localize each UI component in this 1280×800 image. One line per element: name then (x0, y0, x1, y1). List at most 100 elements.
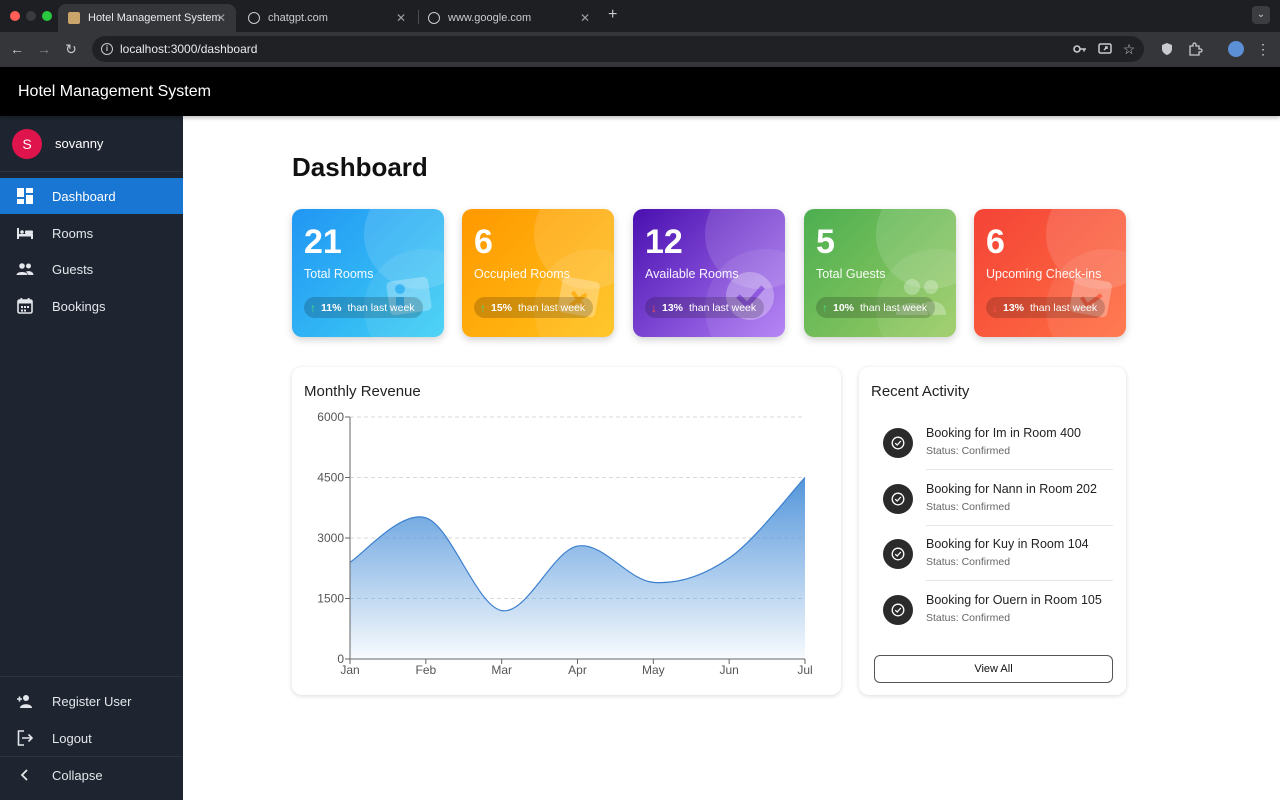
stat-label: Available Rooms (645, 267, 739, 281)
address-url: localhost:3000/dashboard (120, 42, 258, 56)
sidebar-item-collapse[interactable]: Collapse (0, 757, 183, 793)
arrow-down-icon: ↓ (651, 300, 657, 315)
logout-icon (17, 730, 34, 746)
sidebar-item-label: Collapse (52, 767, 103, 783)
tab-close-icon[interactable]: ✕ (395, 11, 406, 25)
user-profile[interactable]: S sovanny (0, 116, 183, 172)
globe-icon (428, 12, 440, 24)
window-zoom-dot[interactable] (42, 11, 52, 21)
more-menu-icon[interactable]: ⋮ (1256, 41, 1270, 57)
trend-badge: ↓ 13% than last week (986, 297, 1106, 318)
stat-label: Total Guests (816, 267, 886, 281)
bookmark-star-icon[interactable]: ☆ (1122, 41, 1136, 57)
activity-status: Status: Confirmed (926, 612, 1011, 624)
trend-percent: 13% (1003, 301, 1025, 314)
check-circle-icon (726, 272, 774, 320)
trend-badge: ↑ 15% than last week (474, 297, 594, 318)
list-item[interactable]: Booking for Kuy in Room 104 Status: Conf… (870, 526, 1113, 581)
trend-suffix: than last week (518, 301, 586, 314)
activity-text: Booking for Ouern in Room 105 (926, 593, 1102, 607)
x-tick-label: Feb (415, 663, 436, 677)
stat-value: 21 (304, 223, 342, 261)
activity-text: Booking for Nann in Room 202 (926, 482, 1097, 496)
key-icon[interactable] (1072, 41, 1088, 57)
browser-tab-google[interactable]: www.google.com ✕ (418, 4, 600, 32)
divider (926, 525, 1113, 526)
sidebar: S sovanny Dashboard Rooms Guests Booking… (0, 116, 183, 800)
tab-close-icon[interactable]: ✕ (215, 11, 226, 25)
activity-text: Booking for Im in Room 400 (926, 426, 1081, 440)
app-header: Hotel Management System (0, 67, 1280, 116)
window-close-dot[interactable] (10, 11, 20, 21)
list-item[interactable]: Booking for Im in Room 400 Status: Confi… (870, 415, 1113, 470)
tab-search-chevron-icon[interactable]: ⌄ (1252, 6, 1270, 24)
trend-percent: 15% (491, 301, 513, 314)
x-tick-label: Mar (491, 663, 512, 677)
reload-icon[interactable]: ↻ (65, 41, 77, 57)
trend-badge: ↓ 13% than last week (645, 297, 765, 318)
sidebar-item-label: Guests (52, 261, 94, 277)
new-tab-icon[interactable]: + (608, 6, 618, 23)
trend-badge: ↑ 10% than last week (816, 297, 936, 318)
sidebar-divider (0, 676, 183, 677)
stat-label: Occupied Rooms (474, 267, 570, 281)
dashboard-icon (17, 188, 33, 204)
stat-card-available-rooms[interactable]: 12 Available Rooms ↓ 13% than last week (633, 209, 785, 337)
cast-icon[interactable] (1097, 41, 1113, 57)
tab-favicon-icon (68, 12, 80, 24)
browser-toolbar: ← → ↻ i localhost:3000/dashboard ☆ ⋮ (0, 32, 1280, 67)
tab-title: chatgpt.com (268, 12, 328, 24)
window-minimize-dot[interactable] (26, 11, 36, 21)
browser-tab-chatgpt[interactable]: chatgpt.com ✕ (238, 4, 416, 32)
sidebar-item-rooms[interactable]: Rooms (0, 215, 183, 251)
people-icon (896, 279, 946, 315)
stat-card-upcoming-checkins[interactable]: 6 Upcoming Check-ins ↓ 13% than last wee… (974, 209, 1126, 337)
sidebar-item-guests[interactable]: Guests (0, 251, 183, 287)
activity-status: Status: Confirmed (926, 501, 1011, 513)
sidebar-item-dashboard[interactable]: Dashboard (0, 178, 183, 214)
browser-tab-bar: Hotel Management System ✕ chatgpt.com ✕ … (0, 0, 1280, 32)
trend-percent: 11% (321, 301, 342, 314)
y-tick-label: 0 (337, 652, 344, 666)
tab-separator (418, 10, 419, 24)
calendar-icon (17, 298, 33, 314)
person-add-icon (17, 695, 32, 708)
stat-value: 6 (474, 223, 493, 261)
sidebar-item-bookings[interactable]: Bookings (0, 288, 183, 324)
check-circle-icon (883, 539, 913, 569)
tab-close-icon[interactable]: ✕ (579, 11, 590, 25)
list-item[interactable]: Booking for Nann in Room 202 Status: Con… (870, 471, 1113, 526)
room-image-icon (386, 276, 432, 316)
stat-label: Upcoming Check-ins (986, 267, 1102, 281)
sidebar-item-label: Dashboard (52, 188, 116, 204)
address-bar[interactable]: i localhost:3000/dashboard (92, 36, 1144, 62)
chevron-left-icon (20, 769, 28, 781)
site-info-icon[interactable]: i (101, 43, 113, 55)
shield-icon[interactable] (1159, 41, 1175, 57)
event-available-icon (1069, 276, 1112, 318)
user-name: sovanny (55, 136, 104, 151)
sidebar-item-logout[interactable]: Logout (0, 720, 183, 756)
revenue-area (350, 477, 805, 659)
sidebar-item-label: Rooms (52, 225, 94, 241)
arrow-up-icon: ↑ (822, 300, 828, 315)
sidebar-item-register-user[interactable]: Register User (0, 683, 183, 719)
view-all-button[interactable]: View All (874, 655, 1113, 683)
list-item[interactable]: Booking for Ouern in Room 105 Status: Co… (870, 582, 1113, 637)
profile-avatar-icon[interactable] (1228, 41, 1244, 57)
bed-icon (17, 228, 33, 239)
forward-arrow-icon[interactable]: → (37, 41, 51, 57)
browser-tab-hotel[interactable]: Hotel Management System ✕ (58, 4, 236, 32)
avatar: S (12, 128, 42, 159)
extensions-icon[interactable] (1187, 41, 1203, 57)
event-busy-icon (557, 276, 600, 318)
sidebar-item-label: Logout (52, 730, 92, 746)
divider (926, 580, 1113, 581)
app-title: Hotel Management System (18, 82, 211, 100)
divider (926, 469, 1113, 470)
stat-card-occupied-rooms[interactable]: 6 Occupied Rooms ↑ 15% than last week (462, 209, 614, 337)
x-tick-label: May (642, 663, 665, 677)
stat-card-total-rooms[interactable]: 21 Total Rooms ↑ 11% than last week (292, 209, 444, 337)
back-arrow-icon[interactable]: ← (10, 41, 24, 57)
stat-card-total-guests[interactable]: 5 Total Guests ↑ 10% than last week (804, 209, 956, 337)
